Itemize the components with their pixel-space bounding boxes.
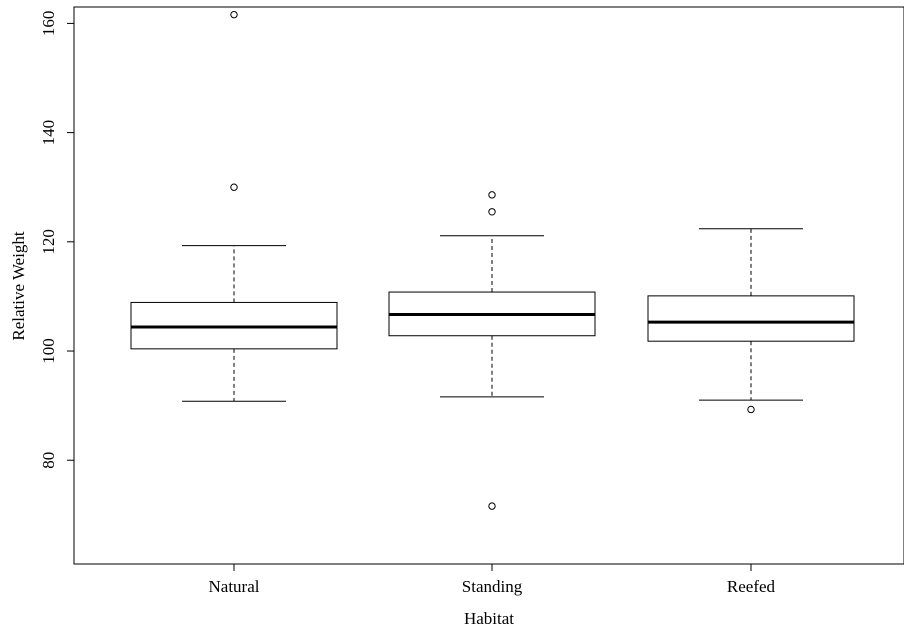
y-tick-label: 140 bbox=[39, 120, 58, 146]
box-reefed bbox=[647, 228, 855, 414]
y-tick-label: 100 bbox=[39, 338, 58, 364]
y-axis: 80 100 120 140 160 bbox=[39, 11, 74, 469]
outlier-point bbox=[488, 502, 496, 510]
y-axis-label: Relative Weight bbox=[9, 231, 28, 341]
box-plots bbox=[130, 10, 855, 510]
box-natural bbox=[130, 10, 338, 402]
y-tick-label: 160 bbox=[39, 11, 58, 37]
x-tick-label: Reefed bbox=[727, 577, 776, 596]
outlier-point bbox=[488, 208, 496, 216]
y-tick-label: 120 bbox=[39, 229, 58, 255]
plot-frame bbox=[73, 6, 904, 565]
y-tick-label: 80 bbox=[39, 452, 58, 469]
outlier-point bbox=[488, 191, 496, 199]
outlier-point bbox=[230, 10, 238, 19]
x-tick-label: Natural bbox=[209, 577, 260, 596]
box-standing bbox=[388, 191, 596, 510]
x-axis-label: Habitat bbox=[464, 609, 514, 628]
x-axis: Natural Standing Reefed bbox=[209, 564, 776, 596]
outlier-point bbox=[230, 183, 238, 191]
iqr-box bbox=[647, 295, 855, 342]
outlier-point bbox=[747, 405, 755, 414]
x-tick-label: Standing bbox=[462, 577, 523, 596]
